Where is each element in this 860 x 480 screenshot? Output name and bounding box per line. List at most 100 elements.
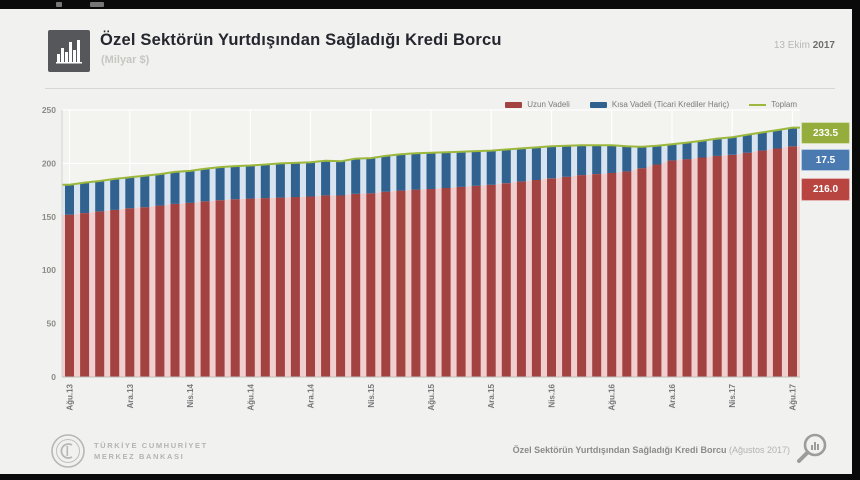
- browser-toolbar-icon[interactable]: [90, 2, 104, 7]
- bar-short-term: [652, 145, 662, 165]
- bank-name: TÜRKİYE CUMHURİYET MERKEZ BANKASI: [94, 441, 208, 461]
- bar-short-term: [426, 152, 436, 189]
- browser-toolbar-icon[interactable]: [56, 2, 62, 7]
- bar-long-term: [306, 196, 315, 377]
- bar-short-term: [125, 177, 135, 209]
- total-line: [62, 126, 800, 186]
- bar-short-term: [65, 184, 74, 215]
- bar-long-term: [230, 199, 240, 377]
- x-tick-label: Ara.16: [668, 383, 677, 408]
- x-tick-label: Ağu.17: [789, 383, 798, 410]
- bar-short-term: [321, 160, 331, 196]
- bar-long-term: [682, 159, 692, 377]
- bar-long-term: [577, 175, 587, 377]
- short-term-value-badge: 17.5: [801, 149, 850, 171]
- bar-short-term: [336, 161, 346, 196]
- bar-short-term: [170, 171, 180, 204]
- total-value-badge: 233.5: [801, 122, 850, 144]
- bar-long-term: [215, 200, 225, 377]
- bar-chart-icon: [48, 30, 90, 72]
- bar-short-term: [607, 145, 617, 173]
- x-tick-label: Ağu.15: [427, 383, 436, 410]
- bar-long-term: [411, 189, 421, 377]
- bar-short-term: [441, 152, 451, 188]
- bar-long-term: [80, 213, 90, 377]
- x-tick-label: Ara.14: [307, 383, 316, 408]
- bar-short-term: [516, 148, 526, 182]
- legend-label: Toplam: [771, 100, 797, 109]
- legend-swatch: [505, 101, 523, 108]
- bar-long-term: [742, 152, 752, 377]
- bar-long-term: [547, 178, 556, 377]
- bar-short-term: [80, 182, 90, 213]
- bar-short-term: [772, 130, 782, 149]
- bar-short-term: [531, 147, 541, 180]
- bar-long-term: [501, 183, 511, 377]
- legend-item: Toplam: [749, 100, 797, 109]
- x-tick-label: Ağu.13: [66, 383, 75, 410]
- bar-long-term: [381, 191, 391, 377]
- bar-long-term: [110, 209, 120, 377]
- bar-short-term: [200, 168, 210, 202]
- bar-long-term: [788, 146, 797, 377]
- bar-short-term: [456, 151, 466, 187]
- legend-swatch: [749, 103, 767, 106]
- bar-short-term: [622, 146, 632, 172]
- x-tick-label: Nis.14: [186, 383, 195, 407]
- y-tick-label: 0: [51, 372, 56, 382]
- bar-long-term: [95, 211, 105, 377]
- page-title: Özel Sektörün Yurtdışından Sağladığı Kre…: [100, 31, 502, 49]
- x-tick-label: Nis.17: [728, 383, 737, 407]
- bar-short-term: [577, 145, 587, 176]
- legend-item: Uzun Vadeli: [505, 100, 570, 109]
- bar-short-term: [667, 144, 677, 161]
- bar-long-term: [727, 154, 737, 377]
- bar-short-term: [682, 142, 692, 160]
- bar-short-term: [185, 170, 195, 203]
- bar-long-term: [65, 214, 74, 377]
- bar-short-term: [215, 167, 225, 201]
- bar-short-term: [712, 138, 722, 156]
- legend-swatch: [589, 101, 607, 108]
- bar-short-term: [471, 151, 481, 186]
- bar-long-term: [426, 189, 436, 377]
- x-tick-label: Ara.13: [126, 383, 135, 408]
- y-tick-label: 50: [47, 319, 57, 329]
- bar-long-term: [200, 201, 210, 377]
- bar-short-term: [486, 150, 496, 185]
- bar-short-term: [110, 178, 120, 210]
- viewer-top-bar: [0, 0, 860, 9]
- bar-long-term: [697, 157, 707, 377]
- x-tick-label: Nis.15: [367, 383, 376, 407]
- bar-short-term: [757, 132, 767, 151]
- legend-label: Kısa Vadeli (Ticari Krediler Hariç): [611, 100, 730, 109]
- report-date: 13 Ekim 2017: [773, 40, 835, 51]
- bar-short-term: [637, 146, 647, 169]
- bar-long-term: [155, 205, 165, 377]
- bar-long-term: [351, 193, 361, 377]
- bar-long-term: [366, 193, 376, 377]
- bar-long-term: [622, 171, 632, 377]
- bar-long-term: [125, 208, 135, 377]
- bar-short-term: [260, 164, 270, 199]
- bar-short-term: [742, 134, 752, 153]
- bar-long-term: [290, 197, 300, 377]
- bar-long-term: [667, 160, 677, 377]
- bar-long-term: [757, 150, 767, 377]
- y-tick-label: 100: [42, 265, 56, 275]
- bar-short-term: [501, 149, 511, 184]
- bar-long-term: [652, 164, 662, 377]
- bar-short-term: [411, 153, 421, 190]
- bar-long-term: [456, 186, 466, 377]
- bar-long-term: [260, 198, 270, 377]
- page-subtitle: (Milyar $): [101, 54, 150, 66]
- magnifier-icon: [793, 430, 833, 475]
- tcmb-logo: [50, 433, 86, 474]
- y-tick-label: 250: [42, 105, 56, 115]
- viewer-bottom-bar: [0, 474, 860, 480]
- legend-item: Kısa Vadeli (Ticari Krediler Hariç): [589, 100, 730, 109]
- y-tick-label: 200: [42, 158, 56, 168]
- chart-plot-area: 0 50 100 150 200 250 Ağu.13 Ara.13 Nis.14 Ağu.14 A…: [42, 105, 800, 411]
- bar-short-term: [366, 158, 376, 194]
- footer-caption: Özel Sektörün Yurtdışından Sağladığı Kre…: [512, 445, 790, 455]
